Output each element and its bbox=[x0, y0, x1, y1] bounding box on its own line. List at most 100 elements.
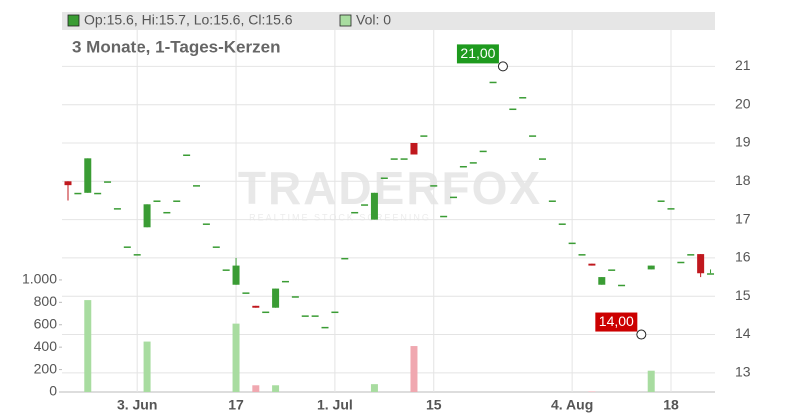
subtitle: 3 Monate, 1-Tages-Kerzen bbox=[72, 37, 280, 56]
candle-body bbox=[84, 158, 92, 193]
candle-body bbox=[469, 162, 477, 164]
candle-body bbox=[143, 204, 151, 228]
candle-body bbox=[687, 254, 695, 256]
annotation-marker bbox=[497, 61, 508, 72]
y-tick-label: 16 bbox=[735, 249, 751, 265]
candle-body bbox=[608, 269, 616, 271]
x-tick-label: 3. Jun bbox=[117, 397, 157, 413]
candle-body bbox=[489, 81, 497, 84]
candle-body bbox=[173, 200, 181, 202]
legend-ohlc: Op:15.6, Hi:15.7, Lo:15.6, Cl:15.6 bbox=[84, 12, 293, 28]
candle-body bbox=[163, 211, 171, 214]
candle-body bbox=[370, 192, 378, 220]
candle-body bbox=[420, 135, 428, 137]
y-tick-label: 15 bbox=[735, 287, 751, 303]
legend-volume: Vol: 0 bbox=[356, 12, 391, 28]
volume-bar bbox=[84, 300, 92, 392]
candle-body bbox=[598, 277, 606, 285]
candle-body bbox=[183, 154, 191, 156]
candle-body bbox=[529, 135, 537, 137]
x-tick-label: 18 bbox=[663, 397, 679, 413]
candle-body bbox=[538, 158, 546, 160]
candle-body bbox=[301, 315, 309, 317]
candle-body bbox=[94, 192, 102, 195]
candle-body bbox=[380, 177, 388, 179]
candle-body bbox=[509, 108, 517, 111]
candle-body bbox=[331, 311, 339, 314]
y2-tick-label: 0 bbox=[49, 383, 57, 399]
candle-body bbox=[242, 292, 250, 294]
volume-bar bbox=[647, 370, 655, 392]
y-tick-label: 21 bbox=[735, 57, 751, 73]
y-tick-label: 14 bbox=[735, 325, 751, 341]
candle-body bbox=[618, 284, 626, 287]
y-tick-label: 17 bbox=[735, 210, 751, 226]
volume-bar bbox=[143, 341, 151, 392]
volume-bar bbox=[272, 385, 280, 392]
watermark: TRADERFOX bbox=[238, 162, 542, 214]
candle-body bbox=[361, 204, 369, 206]
annotation-marker bbox=[636, 329, 647, 340]
y-tick-label: 18 bbox=[735, 172, 751, 188]
y2-tick-label: 400 bbox=[34, 338, 58, 354]
candle-body bbox=[193, 185, 201, 187]
legend-swatch bbox=[339, 14, 352, 27]
legend-swatch bbox=[67, 14, 80, 27]
x-tick-label: 17 bbox=[228, 397, 244, 413]
candle-body bbox=[588, 263, 596, 266]
candle-body bbox=[212, 246, 220, 248]
candle-body bbox=[479, 150, 487, 153]
candle-body bbox=[311, 315, 319, 317]
x-tick-label: 1. Jul bbox=[317, 397, 353, 413]
candle-body bbox=[558, 223, 566, 225]
candle-body bbox=[252, 305, 260, 308]
candle-body bbox=[202, 223, 210, 225]
annotation-label: 14,00 bbox=[599, 313, 634, 329]
candle-body bbox=[697, 254, 705, 274]
annotation-box bbox=[595, 312, 638, 332]
annotation-box bbox=[456, 44, 499, 64]
volume-bar bbox=[232, 323, 240, 392]
candle-body bbox=[657, 200, 665, 202]
volume-bar bbox=[410, 346, 418, 392]
candle-body bbox=[351, 211, 359, 214]
x-tick-label: 15 bbox=[426, 397, 442, 413]
candle-body bbox=[113, 208, 121, 210]
y-tick-label: 13 bbox=[735, 364, 751, 380]
candle-body bbox=[64, 181, 72, 186]
candle-body bbox=[74, 192, 82, 195]
candle-body bbox=[677, 261, 685, 264]
candle-body bbox=[568, 242, 576, 245]
candle-body bbox=[281, 280, 289, 283]
candle-body bbox=[262, 311, 270, 314]
candle-body bbox=[272, 288, 280, 308]
candle-body bbox=[410, 143, 418, 155]
candle-body bbox=[519, 97, 527, 99]
y2-tick-label: 600 bbox=[34, 315, 58, 331]
y-tick-label: 19 bbox=[735, 134, 751, 150]
candle-body bbox=[440, 215, 448, 218]
candle-body bbox=[133, 254, 141, 256]
candle-body bbox=[341, 257, 349, 260]
candle-body bbox=[647, 265, 655, 270]
candle-body bbox=[548, 200, 556, 202]
candle-body bbox=[400, 158, 408, 160]
legend-bar bbox=[62, 12, 715, 30]
candle-body bbox=[390, 158, 398, 160]
volume-bar bbox=[252, 385, 260, 392]
watermark-sub: REALTIME STOCK SCREENING bbox=[249, 212, 431, 222]
x-tick-label: 4. Aug bbox=[551, 397, 593, 413]
candle-body bbox=[707, 273, 715, 275]
candle-body bbox=[578, 254, 586, 256]
candle-body bbox=[459, 165, 467, 168]
volume-bar bbox=[370, 384, 378, 392]
candle-body bbox=[450, 196, 458, 199]
candle-body bbox=[222, 269, 230, 271]
candle-body bbox=[321, 326, 329, 329]
candle-body bbox=[430, 185, 438, 187]
candle-body bbox=[667, 208, 675, 210]
candle-body bbox=[232, 265, 240, 285]
candle-body bbox=[153, 200, 161, 202]
candle-body bbox=[104, 181, 112, 183]
